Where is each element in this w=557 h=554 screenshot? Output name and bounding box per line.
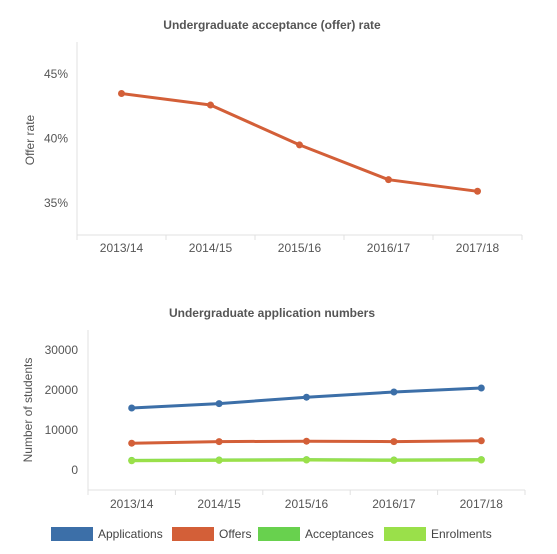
applications-chart-title: Undergraduate application numbers	[169, 306, 375, 320]
data-point	[215, 400, 223, 408]
y-tick-label: 45%	[44, 67, 68, 81]
x-tick-label: 2015/16	[278, 241, 322, 255]
legend-item[interactable]: Applications	[51, 527, 163, 541]
x-tick-label: 2017/18	[456, 241, 500, 255]
data-point	[296, 141, 303, 149]
legend-label: Acceptances	[305, 527, 374, 541]
x-tick-label: 2016/17	[372, 497, 416, 511]
legend-item[interactable]: Acceptances	[258, 527, 374, 541]
applications-chart-x-ticks: 2013/14 2014/15 2015/16 2016/17 2017/18	[87, 490, 526, 511]
data-point	[303, 437, 310, 445]
y-tick-label: 30000	[45, 343, 79, 357]
rate-chart: Undergraduate acceptance (offer) rate Of…	[23, 18, 523, 255]
y-tick-label: 35%	[44, 196, 68, 210]
y-tick-label: 0	[71, 463, 78, 477]
applications-chart-y-ticks: 0 10000 20000 30000	[45, 343, 79, 477]
data-point	[477, 437, 485, 445]
rate-chart-ylabel: Offer rate	[23, 114, 37, 165]
x-tick-label: 2016/17	[367, 241, 411, 255]
x-tick-label: 2013/14	[110, 497, 154, 511]
legend-swatch	[172, 527, 214, 541]
data-point	[474, 187, 481, 195]
applications-chart-series	[128, 384, 485, 465]
legend-swatch	[51, 527, 93, 541]
applications-chart-legend: Applications Offers Acceptances Enrolments	[51, 527, 492, 541]
data-point	[385, 176, 392, 184]
legend-item[interactable]: Enrolments	[384, 527, 492, 541]
x-tick-label: 2017/18	[460, 497, 504, 511]
data-point	[303, 456, 310, 464]
rate-chart-x-ticks: 2013/14 2014/15 2015/16 2016/17 2017/18	[76, 235, 523, 255]
data-point	[303, 393, 310, 401]
data-point	[128, 439, 136, 447]
rate-chart-series	[118, 89, 481, 195]
data-point	[390, 388, 398, 396]
rate-chart-title: Undergraduate acceptance (offer) rate	[163, 18, 381, 32]
y-tick-label: 10000	[45, 423, 79, 437]
x-tick-label: 2014/15	[189, 241, 233, 255]
data-point	[215, 456, 223, 464]
y-tick-label: 40%	[44, 132, 68, 146]
applications-chart: Undergraduate application numbers Number…	[21, 306, 526, 541]
data-point	[390, 456, 398, 464]
rate-chart-y-ticks: 35% 40% 45%	[44, 67, 68, 210]
legend-swatch	[258, 527, 300, 541]
applications-chart-ylabel: Number of students	[21, 358, 35, 463]
legend-label: Offers	[219, 527, 251, 541]
legend-label: Applications	[98, 527, 163, 541]
legend-item[interactable]: Offers	[172, 527, 251, 541]
data-point	[390, 438, 398, 446]
data-point	[215, 438, 223, 446]
legend-swatch	[384, 527, 426, 541]
data-point	[207, 101, 214, 109]
x-tick-label: 2013/14	[100, 241, 144, 255]
data-point	[128, 457, 136, 465]
data-point	[477, 456, 485, 464]
y-tick-label: 20000	[45, 383, 79, 397]
x-tick-label: 2015/16	[285, 497, 329, 511]
x-tick-label: 2014/15	[197, 497, 241, 511]
data-point	[477, 384, 485, 392]
legend-label: Enrolments	[431, 527, 492, 541]
data-point	[128, 404, 136, 412]
data-point	[118, 89, 125, 97]
